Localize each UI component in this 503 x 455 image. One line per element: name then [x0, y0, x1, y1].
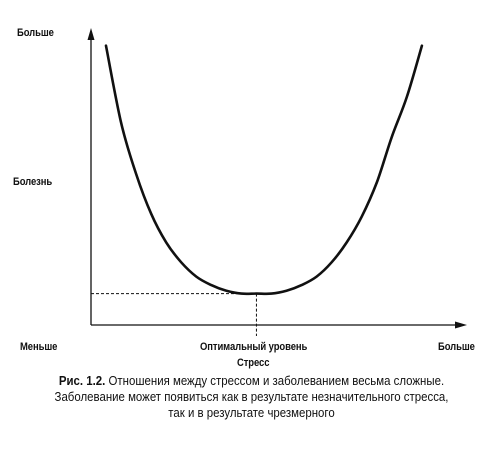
- caption-figure-number: Рис. 1.2.: [58, 373, 106, 388]
- y-axis-arrowhead: [87, 28, 95, 40]
- caption-text-1: Отношения между стрессом и заболеванием …: [105, 373, 445, 388]
- x-axis-title: Стресс: [237, 357, 270, 369]
- y-axis-high-label: Больше: [17, 27, 54, 39]
- caption-line-2: Заболевание может появиться как в резуль…: [54, 389, 449, 404]
- caption-line-3: так и в результате чрезмерного: [168, 405, 335, 420]
- figure-caption: Рис. 1.2. Отношения между стрессом и заб…: [34, 373, 470, 421]
- stress-illness-curve: [104, 44, 424, 296]
- stress-illness-chart: [87, 28, 467, 336]
- x-axis-high-label: Больше: [438, 341, 475, 353]
- caption-line-1: Рис. 1.2. Отношения между стрессом и заб…: [34, 373, 470, 389]
- x-axis-low-label: Меньше: [20, 341, 58, 353]
- x-axis-arrowhead: [455, 321, 467, 329]
- x-axis-optimum-label: Оптимальный уровень: [200, 341, 308, 353]
- y-axis-title: Болезнь: [13, 176, 53, 188]
